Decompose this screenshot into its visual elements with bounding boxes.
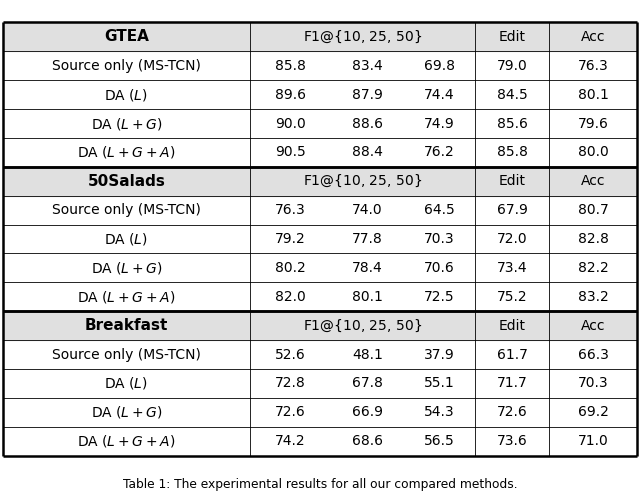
Text: 88.6: 88.6	[352, 117, 383, 130]
Text: 70.3: 70.3	[424, 232, 454, 246]
Text: 66.9: 66.9	[352, 405, 383, 419]
Text: 79.0: 79.0	[497, 59, 527, 73]
Text: 76.3: 76.3	[275, 203, 306, 217]
Text: 73.6: 73.6	[497, 434, 527, 448]
Text: 68.6: 68.6	[352, 434, 383, 448]
Text: Acc: Acc	[580, 174, 605, 188]
Text: 80.1: 80.1	[577, 88, 609, 102]
Bar	[3, 22, 637, 51]
Text: 61.7: 61.7	[497, 348, 527, 362]
Text: DA ($L + G$): DA ($L + G$)	[90, 116, 163, 131]
Text: Source only (MS-TCN): Source only (MS-TCN)	[52, 59, 201, 73]
Text: 55.1: 55.1	[424, 376, 454, 390]
Text: 74.0: 74.0	[352, 203, 383, 217]
Text: 83.2: 83.2	[577, 290, 609, 304]
Text: DA ($L$): DA ($L$)	[104, 375, 148, 391]
Text: 83.4: 83.4	[352, 59, 383, 73]
Text: 72.8: 72.8	[275, 376, 306, 390]
Text: DA ($L + G + A$): DA ($L + G + A$)	[77, 433, 175, 449]
Text: F1@$\{$10, 25, 50$\}$: F1@$\{$10, 25, 50$\}$	[303, 173, 422, 189]
Bar	[3, 311, 637, 340]
Text: 74.9: 74.9	[424, 117, 454, 130]
Text: 70.6: 70.6	[424, 261, 454, 275]
Text: 67.9: 67.9	[497, 203, 527, 217]
Text: 70.3: 70.3	[578, 376, 608, 390]
Text: DA ($L + G + A$): DA ($L + G + A$)	[77, 144, 175, 160]
Text: DA ($L$): DA ($L$)	[104, 87, 148, 103]
Text: Breakfast: Breakfast	[84, 318, 168, 333]
Text: 88.4: 88.4	[352, 145, 383, 159]
Text: 79.6: 79.6	[577, 117, 609, 130]
Text: 80.7: 80.7	[577, 203, 609, 217]
Text: DA ($L + G$): DA ($L + G$)	[90, 404, 163, 420]
Text: 80.1: 80.1	[352, 290, 383, 304]
Text: 69.8: 69.8	[424, 59, 454, 73]
Text: Table 1: The experimental results for all our compared methods.: Table 1: The experimental results for al…	[123, 478, 517, 491]
Text: 87.9: 87.9	[352, 88, 383, 102]
Text: 69.2: 69.2	[577, 405, 609, 419]
Text: 89.6: 89.6	[275, 88, 306, 102]
Text: 74.2: 74.2	[275, 434, 306, 448]
Text: 67.8: 67.8	[352, 376, 383, 390]
Text: Acc: Acc	[580, 30, 605, 44]
Text: DA ($L + G$): DA ($L + G$)	[90, 260, 163, 276]
Text: 54.3: 54.3	[424, 405, 454, 419]
Text: 75.2: 75.2	[497, 290, 527, 304]
Text: Source only (MS-TCN): Source only (MS-TCN)	[52, 348, 201, 362]
Text: 78.4: 78.4	[352, 261, 383, 275]
Text: 85.8: 85.8	[275, 59, 306, 73]
Text: Source only (MS-TCN): Source only (MS-TCN)	[52, 203, 201, 217]
Text: GTEA: GTEA	[104, 29, 149, 44]
Bar	[3, 167, 637, 196]
Text: 72.5: 72.5	[424, 290, 454, 304]
Text: Acc: Acc	[580, 319, 605, 333]
Text: 85.8: 85.8	[497, 145, 527, 159]
Text: 90.0: 90.0	[275, 117, 306, 130]
Text: DA ($L + G + A$): DA ($L + G + A$)	[77, 289, 175, 305]
Text: 77.8: 77.8	[352, 232, 383, 246]
Text: 72.0: 72.0	[497, 232, 527, 246]
Text: 48.1: 48.1	[352, 348, 383, 362]
Text: Edit: Edit	[499, 174, 525, 188]
Text: 73.4: 73.4	[497, 261, 527, 275]
Text: 79.2: 79.2	[275, 232, 306, 246]
Text: F1@$\{$10, 25, 50$\}$: F1@$\{$10, 25, 50$\}$	[303, 318, 422, 334]
Text: 66.3: 66.3	[577, 348, 609, 362]
Text: 76.3: 76.3	[577, 59, 609, 73]
Text: 37.9: 37.9	[424, 348, 454, 362]
Text: Edit: Edit	[499, 319, 525, 333]
Text: 76.2: 76.2	[424, 145, 454, 159]
Text: DA ($L$): DA ($L$)	[104, 231, 148, 247]
Text: 82.0: 82.0	[275, 290, 306, 304]
Text: 82.2: 82.2	[577, 261, 609, 275]
Text: 72.6: 72.6	[497, 405, 527, 419]
Text: 85.6: 85.6	[497, 117, 527, 130]
Text: 80.2: 80.2	[275, 261, 306, 275]
Text: F1@$\{$10, 25, 50$\}$: F1@$\{$10, 25, 50$\}$	[303, 29, 422, 45]
Text: 71.7: 71.7	[497, 376, 527, 390]
Text: 72.6: 72.6	[275, 405, 306, 419]
Text: 52.6: 52.6	[275, 348, 306, 362]
Text: 50Salads: 50Salads	[88, 174, 165, 189]
Text: 74.4: 74.4	[424, 88, 454, 102]
Text: 64.5: 64.5	[424, 203, 454, 217]
Text: 84.5: 84.5	[497, 88, 527, 102]
Text: 82.8: 82.8	[577, 232, 609, 246]
Text: 90.5: 90.5	[275, 145, 306, 159]
Text: 80.0: 80.0	[577, 145, 609, 159]
Text: 71.0: 71.0	[577, 434, 609, 448]
Text: Edit: Edit	[499, 30, 525, 44]
Text: 56.5: 56.5	[424, 434, 454, 448]
